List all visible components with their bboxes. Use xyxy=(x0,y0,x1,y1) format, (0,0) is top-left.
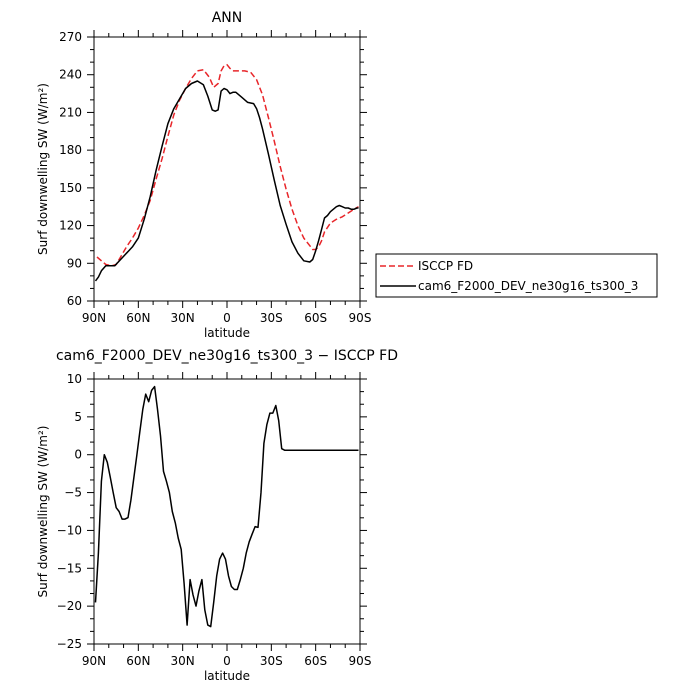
y-tick-label: −15 xyxy=(57,561,82,575)
x-tick-label: 30N xyxy=(171,311,195,325)
x-tick-label: 90N xyxy=(82,311,106,325)
y-tick-label: −20 xyxy=(57,599,82,613)
y-tick-label: 180 xyxy=(59,143,82,157)
x-tick-label: 90N xyxy=(82,654,106,668)
legend-label: cam6_F2000_DEV_ne30g16_ts300_3 xyxy=(418,279,638,293)
x-tick-label: 30N xyxy=(171,654,195,668)
y-axis-label: Surf downwelling SW (W/m²) xyxy=(36,83,50,255)
x-tick-label: 90S xyxy=(349,311,372,325)
series-line-cam6-f2000-dev-ne30g16-ts300-3 xyxy=(94,80,359,282)
y-tick-label: −10 xyxy=(57,523,82,537)
x-axis-label: latitude xyxy=(204,669,250,683)
x-tick-label: 60S xyxy=(304,654,327,668)
chart-panel-2: cam6_F2000_DEV_ne30g16_ts300_3 − ISCCP F… xyxy=(36,348,398,683)
x-tick-label: 60N xyxy=(126,654,150,668)
plot-frame xyxy=(93,36,361,302)
x-tick-label: 90S xyxy=(349,654,372,668)
y-tick-label: 210 xyxy=(59,105,82,119)
y-tick-label: 10 xyxy=(67,372,82,386)
y-tick-label: 60 xyxy=(67,294,82,308)
y-tick-label: 5 xyxy=(74,410,82,424)
chart-title: cam6_F2000_DEV_ne30g16_ts300_3 − ISCCP F… xyxy=(56,348,398,364)
y-axis-label: Surf downwelling SW (W/m²) xyxy=(36,426,50,598)
x-axis-label: latitude xyxy=(204,326,250,340)
y-tick-label: 240 xyxy=(59,68,82,82)
x-tick-label: 60S xyxy=(304,311,327,325)
legend-box xyxy=(375,253,658,298)
x-tick-label: 60N xyxy=(126,311,150,325)
y-tick-label: −25 xyxy=(57,637,82,651)
y-tick-label: 270 xyxy=(59,30,82,44)
legend: ISCCP FD cam6_F2000_DEV_ne30g16_ts300_3 xyxy=(375,253,658,298)
y-tick-label: 150 xyxy=(59,181,82,195)
y-tick-label: 120 xyxy=(59,219,82,233)
plot-frame xyxy=(93,378,361,645)
x-tick-label: 0 xyxy=(223,311,231,325)
legend-label: ISCCP FD xyxy=(418,259,473,273)
chart-panel-1: ANN 90N 60N 30N 0 30S 60S 90S 60 90 120 150 180 210 24… xyxy=(36,10,371,340)
y-tick-label: 90 xyxy=(67,256,82,270)
y-tick-label: 0 xyxy=(74,448,82,462)
x-tick-label: 30S xyxy=(260,654,283,668)
y-tick-label: −5 xyxy=(64,486,82,500)
x-tick-label: 30S xyxy=(260,311,283,325)
chart-title: ANN xyxy=(212,10,243,26)
series-line-difference xyxy=(94,385,359,628)
x-tick-label: 0 xyxy=(223,654,231,668)
